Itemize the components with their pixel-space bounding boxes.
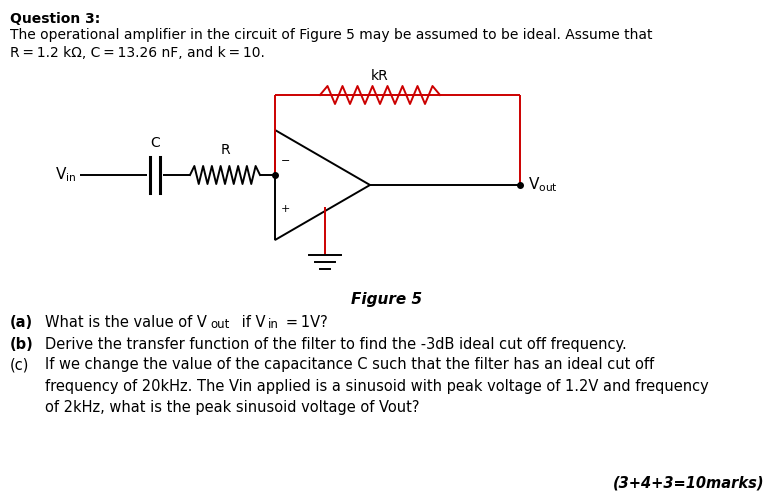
Text: −: −: [281, 156, 290, 166]
Text: V$_{\mathregular{in}}$: V$_{\mathregular{in}}$: [55, 166, 76, 184]
Text: (b): (b): [10, 337, 34, 352]
Text: (a): (a): [10, 315, 33, 330]
Text: out: out: [210, 318, 229, 331]
Text: V$_{\mathregular{out}}$: V$_{\mathregular{out}}$: [528, 175, 558, 194]
Text: The operational amplifier in the circuit of Figure 5 may be assumed to be ideal.: The operational amplifier in the circuit…: [10, 28, 652, 42]
Text: (c): (c): [10, 357, 29, 372]
Text: = 1V?: = 1V?: [283, 315, 327, 330]
Text: Derive the transfer function of the filter to find the -3dB ideal cut off freque: Derive the transfer function of the filt…: [45, 337, 627, 352]
Text: Question 3:: Question 3:: [10, 12, 101, 26]
Text: (3+4+3=10marks): (3+4+3=10marks): [612, 475, 764, 490]
Text: +: +: [281, 204, 290, 214]
Text: in: in: [268, 318, 279, 331]
Text: R = 1.2 kΩ, C = 13.26 nF, and k = 10.: R = 1.2 kΩ, C = 13.26 nF, and k = 10.: [10, 46, 265, 60]
Text: kR: kR: [371, 69, 389, 83]
Text: if V: if V: [237, 315, 265, 330]
Text: What is the value of V: What is the value of V: [45, 315, 207, 330]
Text: If we change the value of the capacitance C such that the filter has an ideal cu: If we change the value of the capacitanc…: [45, 357, 709, 415]
Text: C: C: [150, 136, 160, 150]
Text: R: R: [220, 143, 230, 157]
Text: Figure 5: Figure 5: [351, 292, 423, 307]
